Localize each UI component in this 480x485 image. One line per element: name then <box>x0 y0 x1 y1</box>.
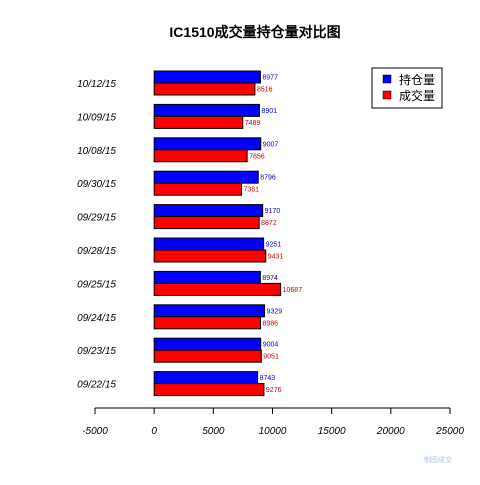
value-label-hold: 8743 <box>260 375 276 382</box>
x-tick-label: -5000 <box>82 426 108 437</box>
x-tick-label: 15000 <box>318 426 346 437</box>
bar-volume <box>153 182 243 196</box>
value-label-volume: 8986 <box>263 320 279 327</box>
value-label-volume: 9431 <box>268 254 284 261</box>
value-label-hold: 9004 <box>263 342 279 349</box>
x-axis: -5000 0 5000 10000 15000 20000 25000 <box>82 407 464 437</box>
x-tick-label: 10000 <box>259 426 287 437</box>
category-label: 09/24/15 <box>77 313 116 324</box>
x-tick-label: 5000 <box>202 426 225 437</box>
value-label-volume: 8516 <box>257 87 273 94</box>
value-label-volume: 8872 <box>261 220 277 227</box>
x-tick-label: 25000 <box>435 426 464 437</box>
bar-hold <box>153 137 262 151</box>
category-label: 09/30/15 <box>77 179 116 190</box>
bar-hold <box>153 170 259 184</box>
category-label: 09/23/15 <box>77 346 116 357</box>
x-tick-label: 20000 <box>376 426 405 437</box>
category-label: 10/08/15 <box>77 146 116 157</box>
value-label-volume: 9051 <box>263 354 279 361</box>
legend-label-hold: 持仓量 <box>399 72 435 87</box>
category-label: 09/25/15 <box>77 279 116 290</box>
bar-volume <box>153 282 282 296</box>
category-label: 09/29/15 <box>77 213 116 224</box>
value-label-volume: 7856 <box>249 153 265 160</box>
value-label-hold: 9329 <box>267 308 283 315</box>
watermark-text: 制图成交 <box>424 455 452 464</box>
value-label-hold: 8901 <box>261 108 277 115</box>
value-label-hold: 8796 <box>260 175 276 182</box>
value-label-volume: 7381 <box>244 187 260 194</box>
category-label: 09/28/15 <box>77 246 116 257</box>
chart-title: IC1510成交量持仓量对比图 <box>169 24 340 40</box>
legend-swatch-volume <box>382 90 392 100</box>
bar-hold <box>153 304 266 318</box>
legend: 持仓量 成交量 <box>371 67 443 109</box>
legend-box <box>371 67 443 109</box>
category-label: 09/22/15 <box>77 380 116 391</box>
bar-hold <box>153 204 264 218</box>
value-label-hold: 9007 <box>263 141 279 148</box>
bar-volume <box>153 316 262 330</box>
bar-volume <box>153 115 244 129</box>
bar-hold <box>153 70 261 84</box>
bar-volume <box>153 149 248 163</box>
bar-volume <box>153 349 262 363</box>
value-label-volume: 9276 <box>266 387 282 394</box>
bar-volume <box>153 249 267 263</box>
value-label-hold: 8977 <box>262 75 278 82</box>
bar-volume <box>153 216 260 230</box>
bar-hold <box>153 270 261 284</box>
legend-label-volume: 成交量 <box>399 88 435 103</box>
bar-volume <box>153 383 265 397</box>
value-label-volume: 10687 <box>283 287 303 294</box>
bar-hold <box>153 103 260 117</box>
value-label-hold: 9251 <box>266 242 282 249</box>
bar-hold <box>153 337 262 351</box>
value-label-volume: 7489 <box>245 120 261 127</box>
category-label: 10/09/15 <box>77 112 116 123</box>
bar-hold <box>153 371 259 385</box>
bar-hold <box>153 237 265 251</box>
value-label-hold: 8974 <box>262 275 278 282</box>
bar-volume <box>153 82 256 96</box>
x-tick-label: 0 <box>151 426 157 437</box>
category-label: 10/12/15 <box>77 79 116 90</box>
legend-swatch-hold <box>382 74 392 84</box>
value-label-hold: 9170 <box>265 208 281 215</box>
